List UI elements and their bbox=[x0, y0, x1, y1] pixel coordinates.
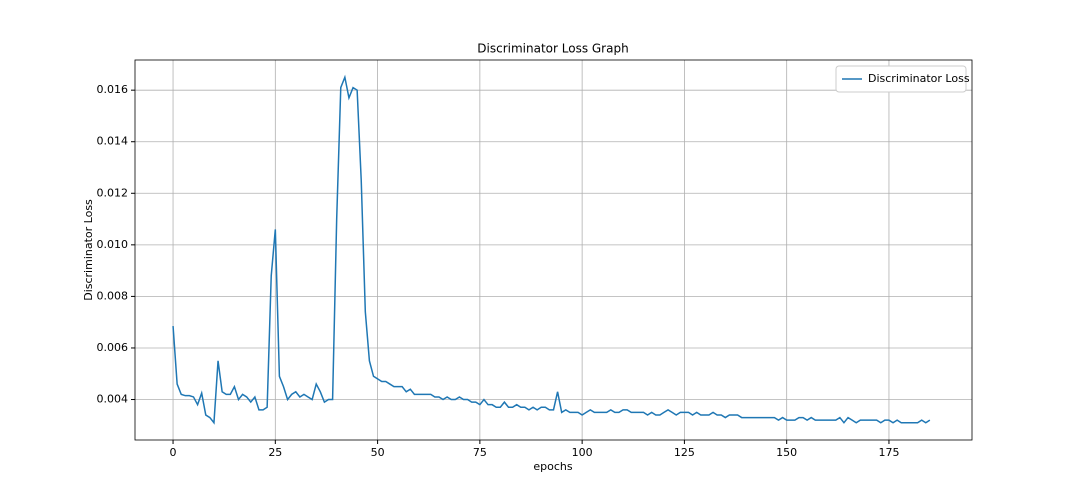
x-tick-label: 25 bbox=[268, 446, 282, 459]
x-tick-label: 150 bbox=[776, 446, 797, 459]
plot-frame bbox=[134, 59, 973, 441]
chart-title: Discriminator Loss Graph bbox=[477, 42, 628, 56]
x-tick-label: 175 bbox=[878, 446, 899, 459]
y-tick-label: 0.014 bbox=[97, 135, 129, 148]
y-tick-label: 0.010 bbox=[97, 238, 129, 251]
x-tick-label: 75 bbox=[473, 446, 487, 459]
y-tick-label: 0.008 bbox=[97, 289, 129, 302]
x-tick-label: 0 bbox=[170, 446, 177, 459]
x-tick-label: 100 bbox=[572, 446, 593, 459]
legend-box bbox=[835, 65, 967, 93]
x-tick-label: 125 bbox=[674, 446, 695, 459]
y-tick-label: 0.016 bbox=[97, 83, 129, 96]
y-tick-label: 0.012 bbox=[97, 186, 129, 199]
x-axis-label: epochs bbox=[533, 460, 572, 473]
y-tick-label: 0.004 bbox=[97, 393, 129, 406]
y-axis-label: Discriminator Loss bbox=[82, 199, 95, 301]
legend-label: Discriminator Loss bbox=[868, 72, 970, 85]
x-tick-label: 50 bbox=[371, 446, 385, 459]
line-series bbox=[172, 74, 931, 425]
y-tick-label: 0.006 bbox=[97, 341, 129, 354]
